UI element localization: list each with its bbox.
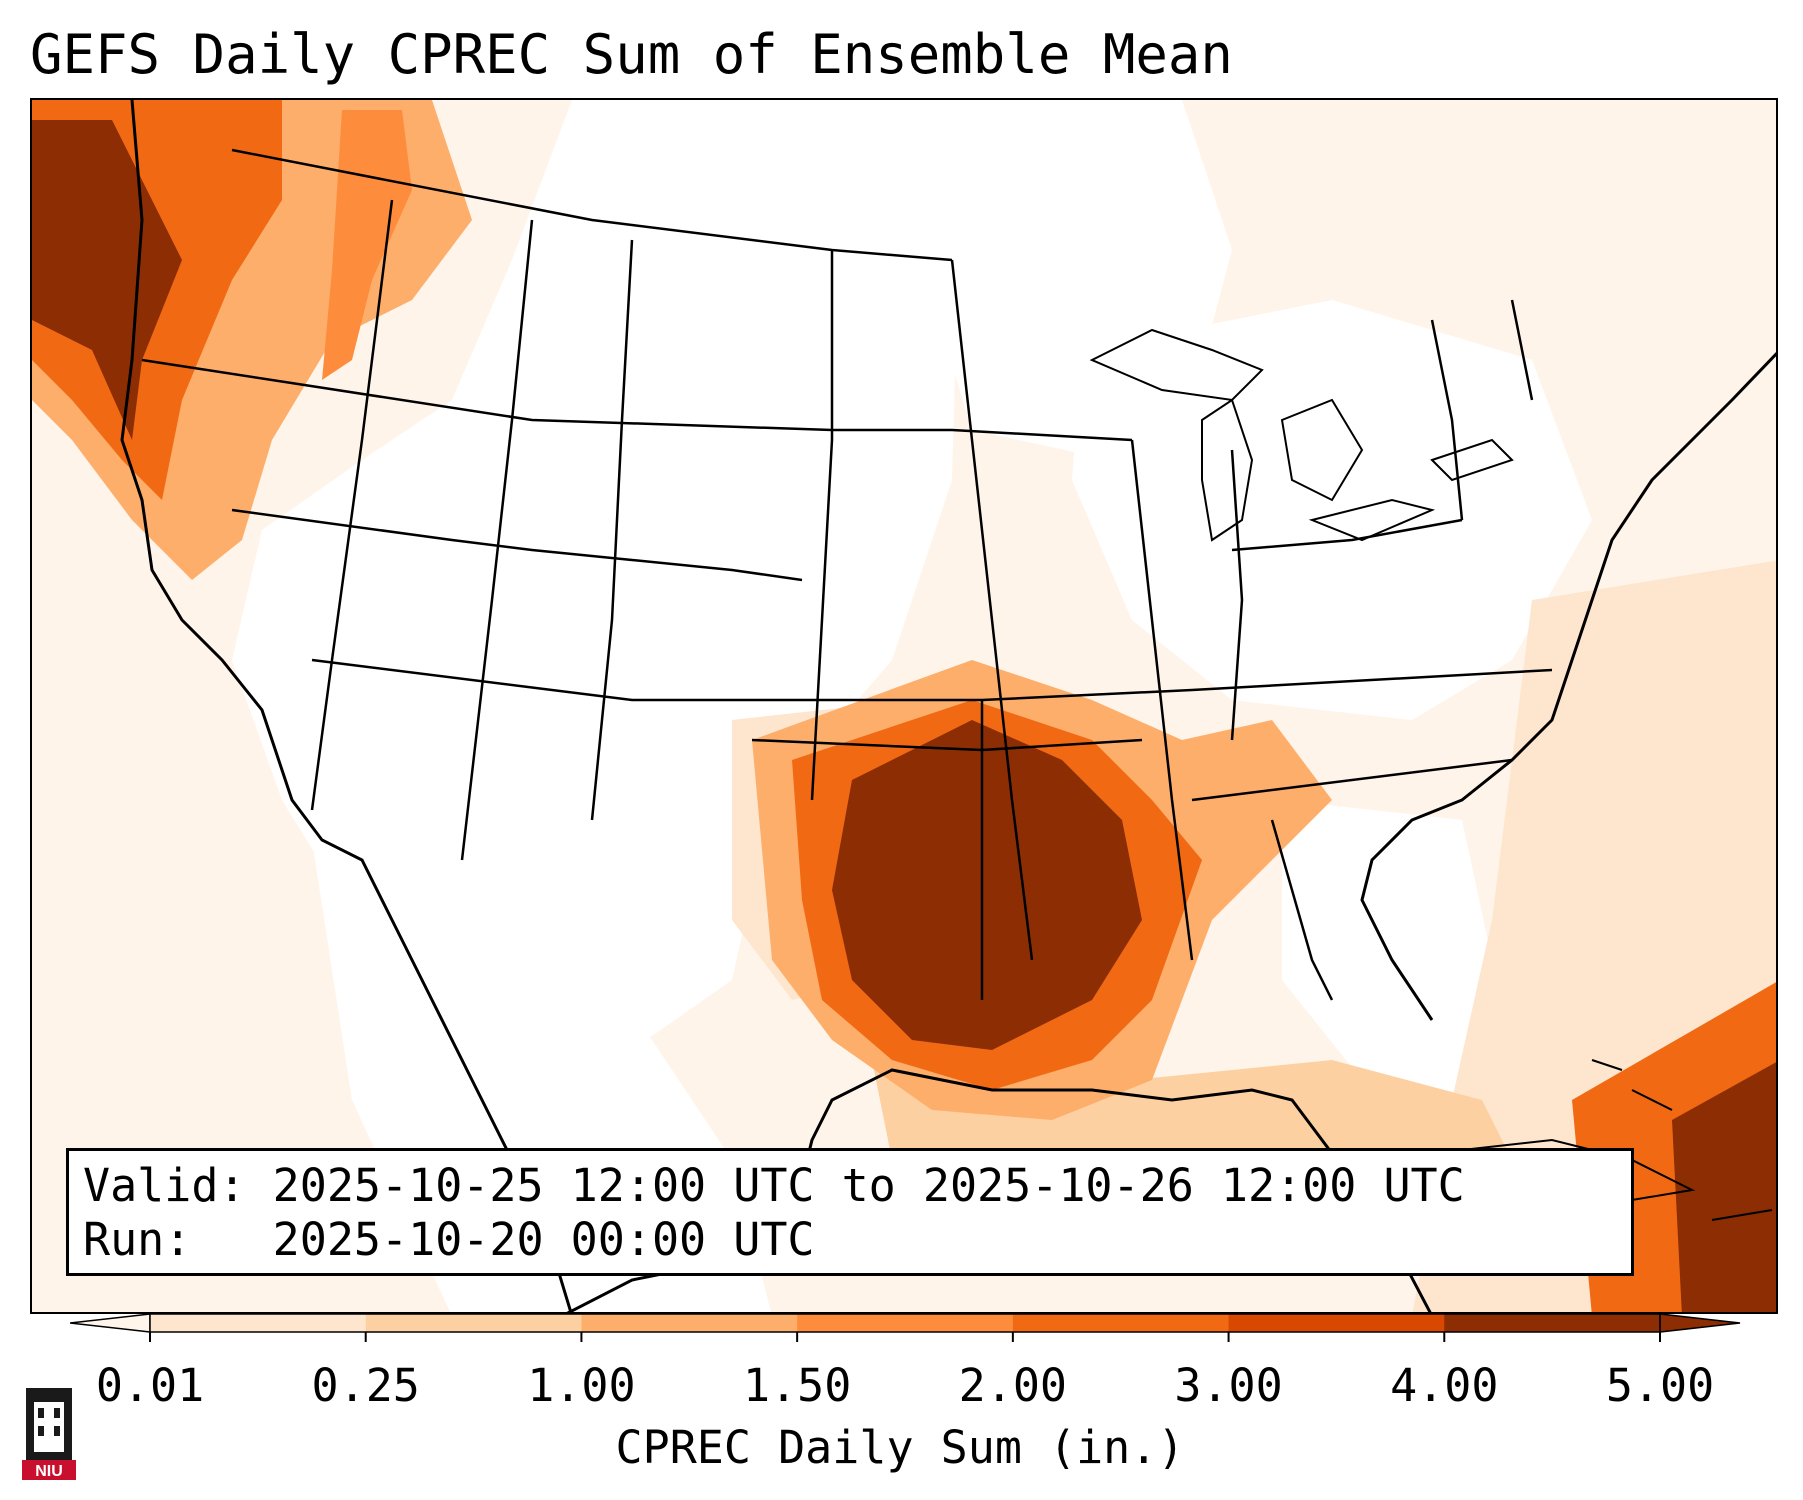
- state-borders: [141, 148, 1553, 1001]
- colorbar-tick-label: 5.00: [1605, 1359, 1715, 1412]
- colorbar-segment: [365, 1314, 582, 1332]
- colorbar-tick-label: 0.25: [311, 1359, 420, 1412]
- colorbar-segment: [1012, 1314, 1230, 1332]
- colorbar-segment: [797, 1314, 1014, 1332]
- run-row: Run: 2025-10-20 00:00 UTC: [83, 1213, 1617, 1267]
- colorbar-segment: [1444, 1314, 1661, 1332]
- colorbar-segment: [581, 1314, 798, 1332]
- run-label: Run:: [83, 1213, 192, 1266]
- colorbar-extend-high: [1659, 1313, 1741, 1333]
- precip-map: [30, 98, 1778, 1314]
- dry-area-mountain-west: [232, 100, 962, 1050]
- south-central-max: [832, 720, 1142, 1050]
- great-lakes: [1089, 328, 1514, 542]
- colorbar-segment: [150, 1314, 367, 1332]
- valid-label: Valid:: [83, 1159, 246, 1212]
- colorbar-tick-label: 1.00: [527, 1359, 636, 1412]
- caribbean-max: [1672, 1062, 1776, 1312]
- dry-area-great-lakes: [1072, 300, 1592, 720]
- colorbar-tick-label: 0.01: [95, 1359, 205, 1412]
- colorbar-extend-low: [70, 1313, 151, 1333]
- colorbar-segment: [1228, 1314, 1445, 1332]
- pacific-nw-max: [32, 120, 182, 440]
- colorbar-label: CPREC Daily Sum (in.): [615, 1421, 1185, 1474]
- valid-run-info-box: Valid: 2025-10-25 12:00 UTC to 2025-10-2…: [66, 1148, 1634, 1276]
- colorbar-tick-label: 3.00: [1174, 1359, 1283, 1412]
- run-value: 2025-10-20 00:00 UTC: [272, 1213, 815, 1266]
- colorbar-tick-label: 2.00: [958, 1359, 1068, 1412]
- colorbar-tick-label: 1.50: [742, 1359, 852, 1412]
- colorbar-tick-label: 4.00: [1390, 1359, 1499, 1412]
- precip-map-canvas: [32, 100, 1776, 1312]
- university-tower-icon: NIU: [22, 1388, 76, 1480]
- colorbar: [70, 1313, 1741, 1342]
- logo-text: NIU: [35, 1463, 63, 1480]
- idaho-band: [322, 110, 412, 380]
- valid-value: 2025-10-25 12:00 UTC to 2025-10-26 12:00…: [272, 1159, 1465, 1212]
- valid-row: Valid: 2025-10-25 12:00 UTC to 2025-10-2…: [83, 1159, 1617, 1213]
- map-title: GEFS Daily CPREC Sum of Ensemble Mean: [30, 23, 1233, 86]
- colorbar-outline: [149, 1313, 1661, 1333]
